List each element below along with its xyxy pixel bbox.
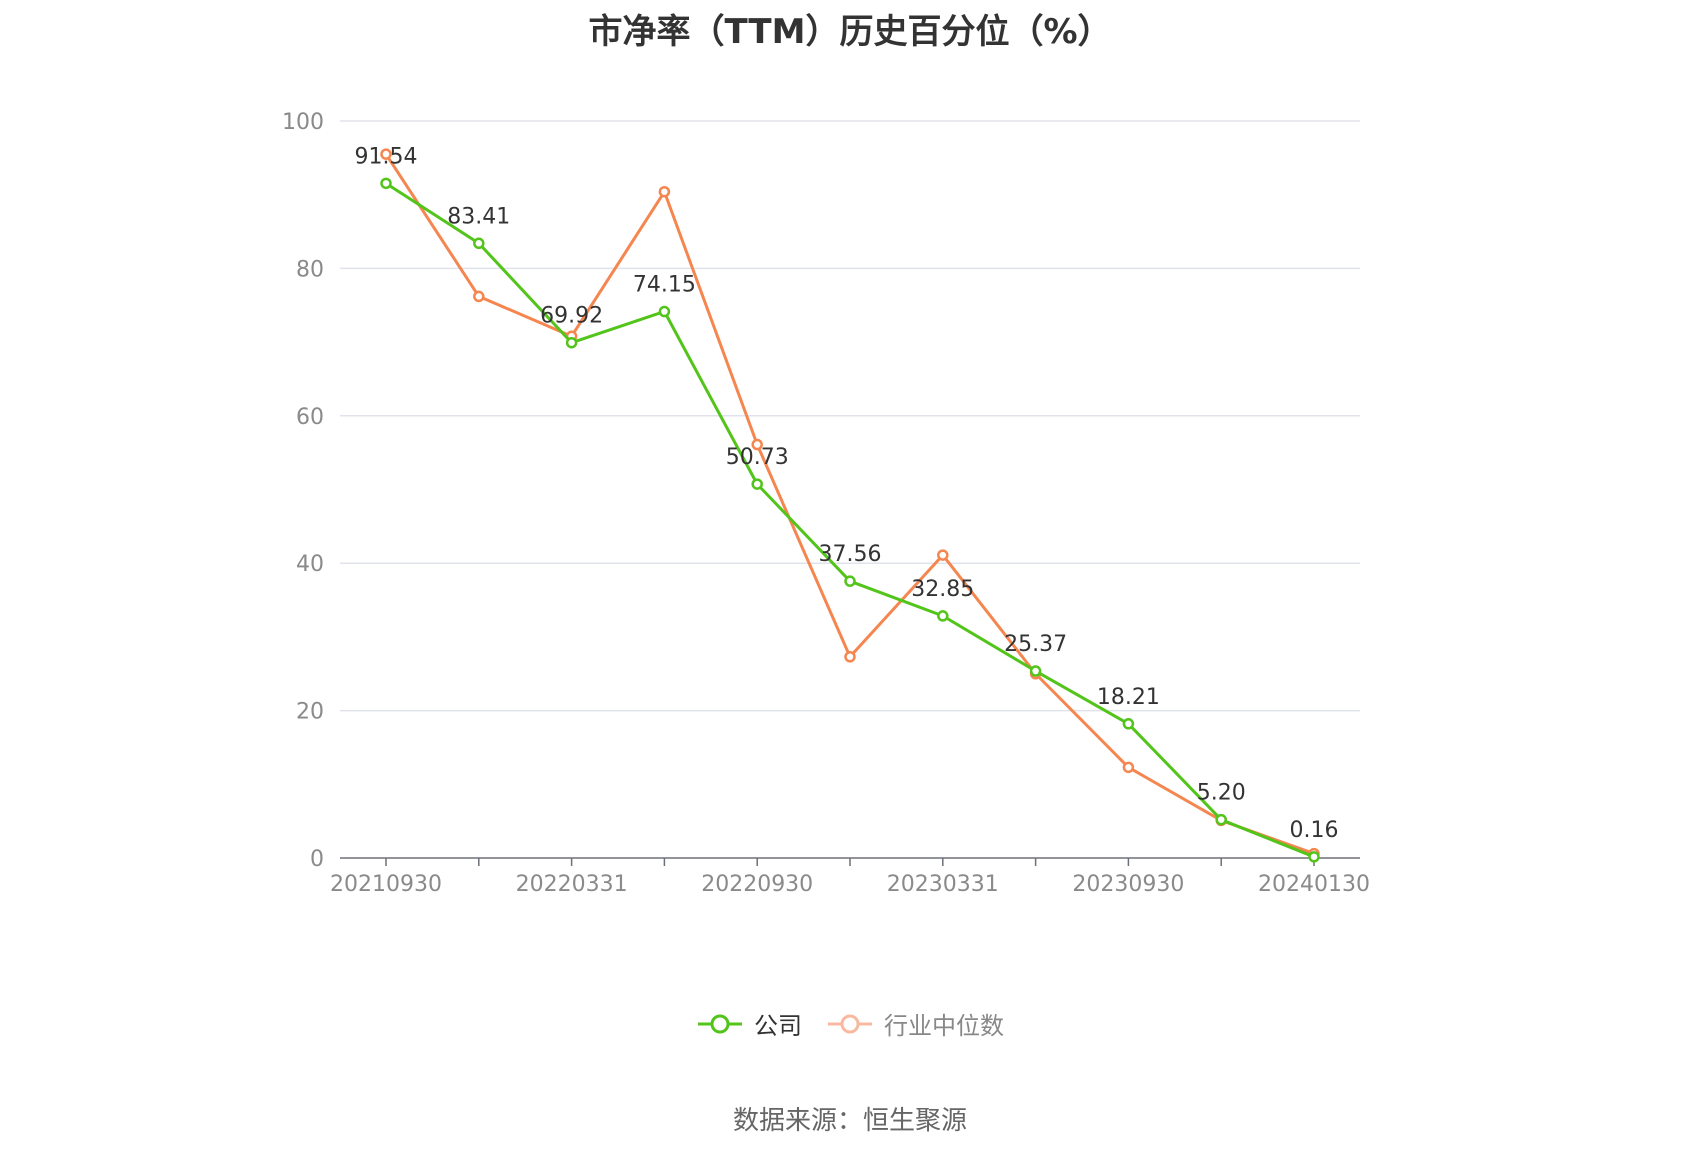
legend-label-industry: 行业中位数 [884,1012,1004,1040]
data-point-company [380,177,392,190]
data-point-company [751,478,763,490]
data-label: 25.37 [1004,632,1067,657]
data-source: 数据来源：恒生聚源 [732,1106,967,1136]
data-point-company [565,336,578,349]
legend-item-company[interactable]: 公司 [696,1006,802,1041]
data-point-industry [658,186,671,198]
series-line-company [385,182,1315,859]
x-tick-label: 20220331 [516,872,628,897]
y-tick-label: 60 [296,405,324,430]
data-label: 37.56 [819,542,882,567]
x-tick-label: 20220930 [701,872,813,897]
data-point-industry [1122,761,1135,774]
data-point-industry [937,549,949,561]
y-tick-label: 100 [282,110,324,135]
data-point-company [1215,813,1227,826]
data-point-company [844,575,856,587]
x-axis [340,857,1360,866]
data-point-industry [751,438,763,451]
legend-marker-company [698,1014,742,1033]
data-label: 50.73 [726,445,789,470]
data-point-industry [380,148,392,160]
x-tick-label: 20230331 [887,872,999,897]
y-axis-tick-labels: 0 20 40 60 80 100 [282,110,324,872]
data-label: 69.92 [540,304,603,329]
legend-marker-industry [828,1014,872,1033]
data-point-industry [473,290,485,303]
data-point-company [1122,718,1135,730]
x-tick-label: 20210930 [330,872,442,897]
data-point-company [658,305,671,318]
data-label: 18.21 [1097,685,1160,710]
legend-label-company: 公司 [754,1012,802,1040]
data-point-company [1029,665,1042,677]
data-point-company [473,237,485,250]
legend: 公司 行业中位数 [0,1006,1700,1041]
y-tick-label: 20 [296,700,324,725]
data-label: 5.20 [1197,781,1246,806]
x-axis-tick-labels: 20210930 20220331 20220930 20230331 20230930… [330,872,1370,897]
x-tick-label: 20240130 [1258,872,1370,897]
data-labels: 91.54 83.41 69.92 74.15 50.73 37.56 32.85 25.37… [355,144,1339,842]
legend-item-industry[interactable]: 行业中位数 [826,1006,1004,1041]
data-point-company [937,610,949,622]
grid-lines [340,120,1360,712]
series-lines [380,148,1320,863]
y-tick-label: 40 [296,552,324,577]
data-label: 0.16 [1290,818,1339,843]
series-line-industry [384,153,1315,855]
data-label: 91.54 [355,144,418,169]
chart-title: 市净率（TTM）历史百分位（%） [588,12,1112,52]
data-point-company [1308,851,1320,863]
data-label: 74.15 [633,273,696,298]
y-tick-label: 80 [296,257,324,282]
data-label: 83.41 [447,204,510,229]
data-label: 32.85 [911,577,974,602]
data-point-industry [844,651,856,663]
x-tick-label: 20230930 [1072,872,1184,897]
y-tick-label: 0 [310,847,324,872]
